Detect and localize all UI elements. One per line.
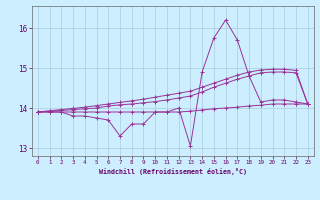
X-axis label: Windchill (Refroidissement éolien,°C): Windchill (Refroidissement éolien,°C) — [99, 168, 247, 175]
